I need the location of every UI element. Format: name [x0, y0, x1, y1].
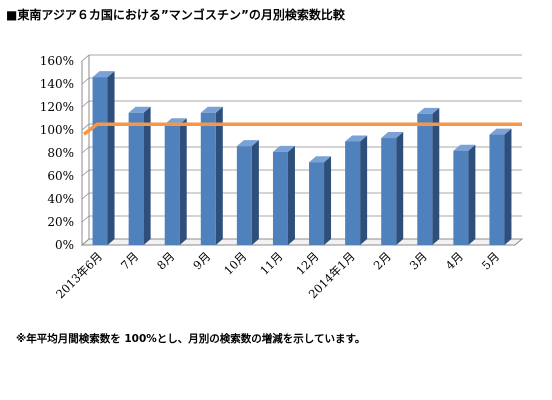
- bar-side: [287, 145, 295, 245]
- x-category-label: 9月: [190, 249, 213, 272]
- x-category-label: 4月: [443, 249, 466, 272]
- baseline-line: [82, 122, 522, 136]
- bar-front: [417, 113, 433, 246]
- bar-top: [453, 144, 476, 151]
- y-axis-tick-labels: 0% 20% 40% 60% 80% 100% 120% 140% 160%: [40, 54, 74, 252]
- bar-side: [143, 106, 151, 245]
- bar: [236, 140, 259, 245]
- bar-front: [200, 112, 216, 245]
- gridline-depth: [81, 215, 90, 223]
- x-category-label: 3月: [407, 249, 430, 272]
- gridline-depth: [81, 54, 90, 62]
- bar-side: [179, 118, 187, 245]
- bar-top: [417, 107, 440, 114]
- y-tick-label: 20%: [47, 215, 74, 229]
- bar-top: [92, 71, 115, 78]
- bar-front: [92, 77, 108, 245]
- bar-top: [272, 145, 295, 152]
- bar-side: [396, 132, 404, 245]
- chart-note: ※年平均月間検索数を 100%とし、月別の検索数の増減を示しています。: [16, 333, 366, 345]
- bar-side: [215, 106, 223, 245]
- bar-side: [107, 71, 115, 245]
- bar-front: [345, 141, 361, 245]
- y-tick-label: 100%: [40, 123, 74, 137]
- bar-side: [504, 128, 512, 245]
- bar-side: [251, 140, 259, 245]
- y-tick-label: 0%: [55, 238, 74, 252]
- y-tick-label: 80%: [47, 146, 74, 160]
- bar: [164, 118, 187, 245]
- x-category-label: 5月: [479, 249, 502, 272]
- bar-front: [272, 151, 288, 245]
- chart-title: ■東南アジア６カ国における”マンゴスチン”の月別検索数比較: [6, 8, 345, 22]
- bar-front: [453, 150, 469, 245]
- chart-floor: [80, 238, 524, 246]
- y-tick-label: 60%: [47, 169, 74, 183]
- y-tick-label: 120%: [40, 100, 74, 114]
- bar: [128, 106, 151, 245]
- bar-side: [360, 135, 368, 245]
- bar-front: [164, 124, 180, 245]
- gridline-depth: [81, 169, 90, 177]
- bar-front: [381, 138, 397, 245]
- y-tick-label: 160%: [40, 54, 74, 68]
- bar-front: [236, 146, 252, 245]
- bar-top: [309, 156, 332, 163]
- gridline-depth: [81, 100, 90, 108]
- bar-top: [236, 140, 259, 147]
- bar: [381, 132, 404, 245]
- bar: [272, 145, 295, 245]
- x-category-label: 2013年6月: [53, 249, 105, 301]
- bar-side: [432, 107, 440, 246]
- x-category-label: 7月: [118, 249, 141, 272]
- bar-side: [468, 144, 476, 245]
- bar-top: [128, 106, 151, 113]
- gridline-depth: [81, 192, 90, 200]
- bar: [200, 106, 223, 245]
- x-category-label: 10月: [221, 249, 249, 277]
- y-tick-label: 40%: [47, 192, 74, 206]
- y-tick-label: 140%: [40, 77, 74, 91]
- bar-top: [381, 132, 404, 139]
- x-category-label: 2月: [371, 249, 394, 272]
- gridline-depth: [81, 146, 90, 154]
- x-category-label: 11月: [257, 249, 285, 277]
- bar-top: [345, 135, 368, 142]
- bar: [92, 71, 115, 245]
- bar-front: [128, 112, 144, 245]
- bar-top: [200, 106, 223, 113]
- axes: [80, 55, 524, 246]
- bar: [417, 107, 440, 246]
- bar: [345, 135, 368, 245]
- bar-top: [489, 128, 512, 135]
- x-category-label: 8月: [154, 249, 177, 272]
- bar-side: [324, 156, 332, 245]
- gridline-depth: [81, 123, 90, 131]
- bar: [489, 128, 512, 245]
- bar: [453, 144, 476, 245]
- x-category-label: 12月: [293, 249, 321, 277]
- bar: [309, 156, 332, 245]
- gridline-depth: [81, 77, 90, 85]
- bar-front: [489, 134, 505, 245]
- bar-front: [309, 162, 325, 245]
- baseline-line-layer: [82, 122, 522, 136]
- bars: [92, 71, 512, 246]
